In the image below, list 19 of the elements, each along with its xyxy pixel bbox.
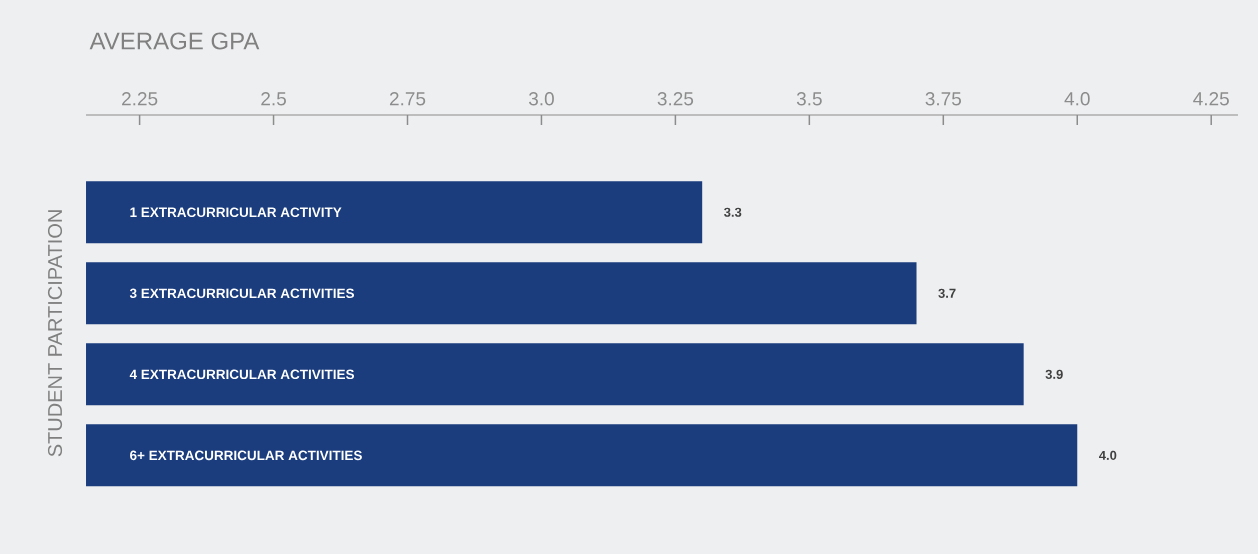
x-tick-label: 3.75: [925, 92, 961, 106]
data-label: 3.9: [1045, 369, 1063, 379]
y-tick-label: 6+ EXTRACURRICULAR ACTIVITIES: [130, 450, 362, 461]
x-tick-label: 3.0: [528, 92, 554, 106]
data-label: 3.7: [938, 288, 956, 298]
x-tick-label: 2.75: [389, 92, 426, 106]
y-tick-label: 4 EXTRACURRICULAR ACTIVITIES: [129, 369, 355, 380]
y-axis-title: STUDENT PARTICIPATION: [47, 210, 63, 457]
x-tick-label: 4.25: [1193, 92, 1229, 106]
x-tick-label: 2.5: [261, 92, 286, 106]
x-tick-label: 3.5: [796, 92, 822, 106]
data-label: 4.0: [1098, 450, 1117, 460]
x-tick-label: 3.25: [657, 92, 694, 106]
x-tick-label: 2.25: [122, 92, 158, 106]
y-tick-label: 3 EXTRACURRICULAR ACTIVITIES: [129, 288, 355, 299]
y-tick-label: 1 EXTRACURRICULAR ACTIVITY: [130, 207, 342, 218]
x-axis-title: AVERAGE GPA: [89, 32, 260, 50]
data-label: 3.3: [724, 207, 742, 217]
x-tick-label: 4.0: [1064, 92, 1090, 106]
